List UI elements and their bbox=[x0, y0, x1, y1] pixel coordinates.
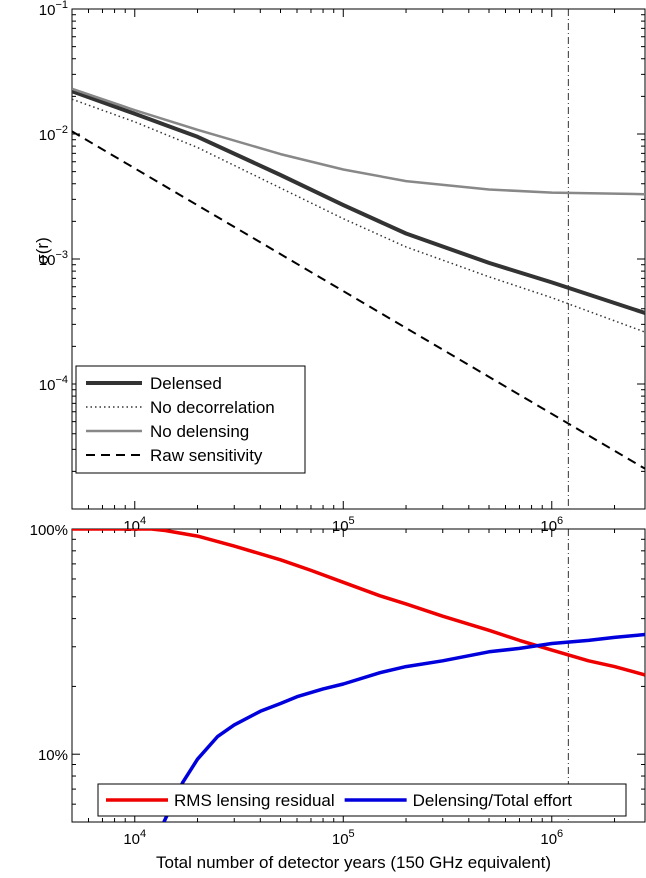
y-tick-label: 10−4 bbox=[39, 374, 68, 394]
legend-label: Delensing/Total effort bbox=[413, 791, 573, 810]
series-raw-sensitivity bbox=[72, 130, 645, 470]
legend-label: Raw sensitivity bbox=[150, 446, 263, 465]
x-tick-label: 104 bbox=[123, 828, 146, 848]
series-rms-lensing-residual bbox=[72, 529, 645, 677]
legend-label: No delensing bbox=[150, 422, 249, 441]
series-no-decorrelation bbox=[72, 98, 645, 333]
y-axis-label: σ(r) bbox=[33, 237, 52, 264]
x-tick-label: 106 bbox=[540, 828, 563, 848]
series-no-delensing bbox=[72, 87, 645, 196]
plot-frame bbox=[71, 528, 646, 823]
y-tick-label: 10% bbox=[38, 747, 68, 764]
y-tick-label: 10−1 bbox=[39, 0, 68, 19]
legend-label: RMS lensing residual bbox=[174, 791, 335, 810]
legend-label: No decorrelation bbox=[150, 398, 275, 417]
y-tick-label: 10−3 bbox=[39, 249, 68, 269]
x-tick-label: 105 bbox=[332, 515, 355, 535]
y-tick-label: 100% bbox=[30, 522, 68, 539]
x-tick-label: 105 bbox=[332, 828, 355, 848]
series-delensing-total-effort bbox=[162, 632, 645, 822]
top-panel: 104 105 10610−110−210−310−4σ(r)DelensedNo … bbox=[33, 0, 646, 535]
x-axis-label: Total number of detector years (150 GHz … bbox=[156, 853, 551, 872]
legend-label: Delensed bbox=[150, 374, 222, 393]
series-delensed bbox=[72, 89, 645, 315]
x-tick-label: 106 bbox=[540, 515, 563, 535]
y-tick-label: 10−2 bbox=[39, 124, 68, 144]
bottom-panel: 104 105 106 100% 10% Total number of detector… bbox=[30, 522, 646, 872]
